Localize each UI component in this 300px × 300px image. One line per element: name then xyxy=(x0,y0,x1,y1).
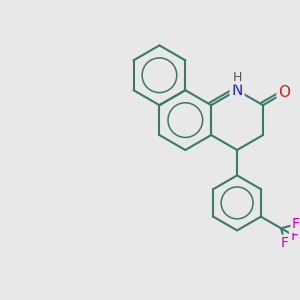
Text: F: F xyxy=(281,236,289,250)
Text: N: N xyxy=(231,83,243,98)
Text: F: F xyxy=(291,229,298,243)
Text: H: H xyxy=(232,70,242,84)
Text: F: F xyxy=(292,217,300,231)
Text: O: O xyxy=(278,85,290,100)
